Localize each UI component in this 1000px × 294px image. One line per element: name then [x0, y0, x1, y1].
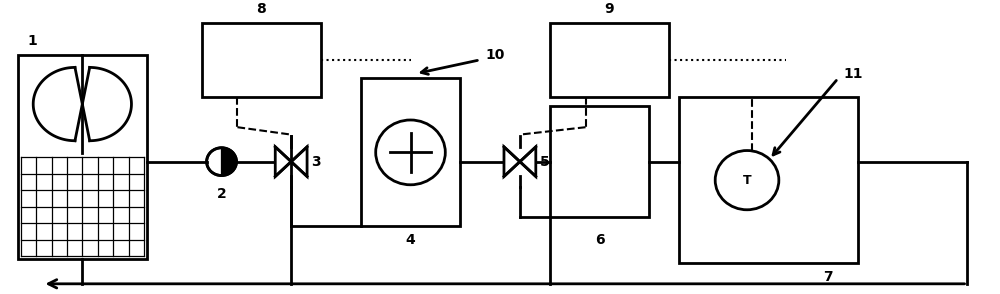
- Text: 11: 11: [843, 67, 863, 81]
- Text: 6: 6: [595, 233, 604, 247]
- Text: 7: 7: [823, 270, 833, 284]
- Text: 8: 8: [256, 2, 266, 16]
- Bar: [550, 106, 649, 217]
- Bar: [202, 23, 321, 97]
- Bar: [18, 55, 147, 259]
- Text: 4: 4: [406, 233, 415, 247]
- Polygon shape: [520, 147, 536, 176]
- Text: T: T: [743, 174, 751, 187]
- Polygon shape: [275, 147, 291, 176]
- Text: 10: 10: [485, 48, 505, 62]
- Bar: [550, 23, 669, 97]
- Polygon shape: [222, 148, 236, 176]
- Circle shape: [207, 148, 236, 176]
- Bar: [361, 78, 460, 226]
- Circle shape: [376, 120, 445, 185]
- Text: 5: 5: [540, 155, 550, 169]
- Circle shape: [715, 151, 779, 210]
- Text: 3: 3: [311, 155, 321, 169]
- Text: 9: 9: [605, 2, 614, 16]
- Bar: [679, 97, 858, 263]
- Polygon shape: [291, 147, 307, 176]
- Polygon shape: [504, 147, 520, 176]
- Text: 2: 2: [217, 187, 226, 201]
- Text: 1: 1: [28, 34, 37, 48]
